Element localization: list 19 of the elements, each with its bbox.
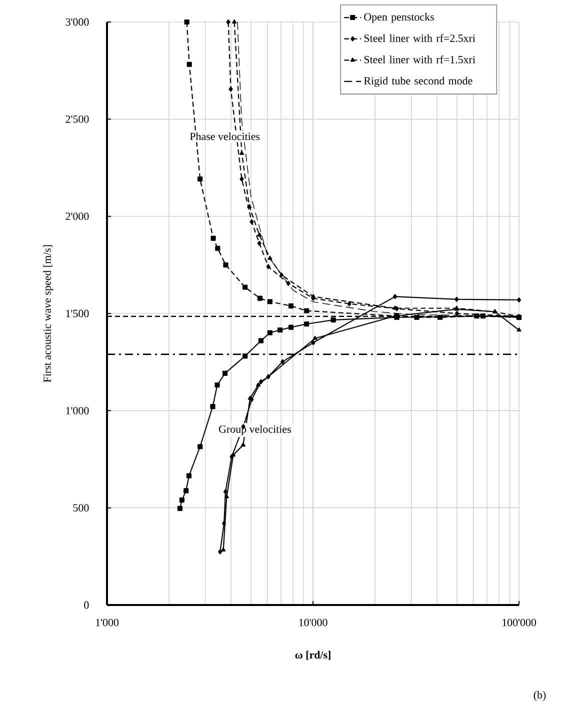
y-axis-title: First acoustic wave speed [m/s] xyxy=(43,245,54,382)
legend-label: Rigid tube second mode xyxy=(364,76,472,87)
x-tick-label: 100'000 xyxy=(502,618,536,626)
legend-label: Open penstocks xyxy=(364,12,434,23)
annotation: Phase velocities xyxy=(190,132,260,140)
annotation: Group velocities xyxy=(219,425,291,436)
y-tick-label: 1'000 xyxy=(66,406,89,414)
x-tick-label: 1'000 xyxy=(96,618,119,626)
x-axis-title: ω [rd/s] xyxy=(295,650,330,660)
legend-label: Steel liner with rf=2.5xri xyxy=(364,34,476,42)
y-tick-label: 500 xyxy=(73,504,89,512)
y-tick-label: 0 xyxy=(84,601,89,609)
y-tick-label: 2'000 xyxy=(66,212,89,220)
y-tick-label: 1'500 xyxy=(66,310,89,318)
text: (b) xyxy=(534,691,546,701)
legend-label: Steel liner with rf=1.5xri xyxy=(364,55,476,64)
x-tick-label: 10'000 xyxy=(299,618,328,626)
y-tick-label: 2'500 xyxy=(66,115,89,123)
y-tick-label: 3'000 xyxy=(66,18,89,26)
